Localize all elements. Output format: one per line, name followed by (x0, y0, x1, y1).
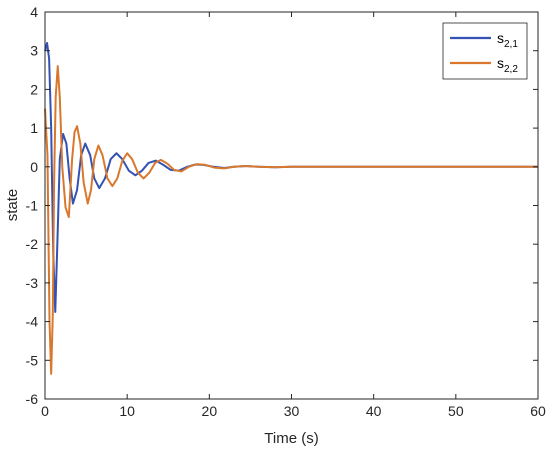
series-layer (44, 41, 538, 375)
legend: s2,1 s2,2 (442, 22, 528, 80)
x-tick-label: 40 (366, 403, 382, 419)
y-tick-label: 0 (30, 159, 38, 175)
x-tick-label: 10 (119, 403, 135, 419)
y-tick-label: 2 (30, 81, 38, 97)
y-tick-label: -6 (26, 391, 39, 407)
y-tick-label: -4 (26, 314, 39, 330)
y-tick-label: 4 (30, 4, 38, 20)
x-tick-label: 0 (41, 403, 49, 419)
legend-entry-s21: s2,1 (497, 30, 518, 50)
legend-subscript-s22: 2,2 (504, 64, 518, 75)
x-axis-label: Time (s) (264, 430, 318, 447)
x-tick-label: 50 (448, 403, 464, 419)
legend-box (442, 22, 528, 80)
legend-name-s22: s (497, 55, 504, 71)
ticks-layer: 0 10 20 30 40 50 60 -6 -5 -4 -3 -2 -1 0 1 2 3 4 (26, 4, 546, 419)
series-line-s-22 (44, 65, 538, 375)
legend-subscript-s21: 2,1 (504, 39, 518, 50)
y-tick-label: -1 (26, 198, 39, 214)
x-tick-label: 60 (530, 403, 546, 419)
y-tick-label: -2 (26, 236, 39, 252)
x-tick-label: 30 (284, 403, 300, 419)
y-tick-label: -5 (26, 352, 39, 368)
y-tick-label: 1 (30, 120, 38, 136)
y-tick-label: -3 (26, 275, 39, 291)
legend-name-s21: s (497, 30, 504, 46)
y-axis-label: state (4, 189, 21, 222)
legend-entry-s22: s2,2 (497, 55, 518, 75)
y-tick-label: 3 (30, 43, 38, 59)
x-tick-label: 20 (202, 403, 218, 419)
